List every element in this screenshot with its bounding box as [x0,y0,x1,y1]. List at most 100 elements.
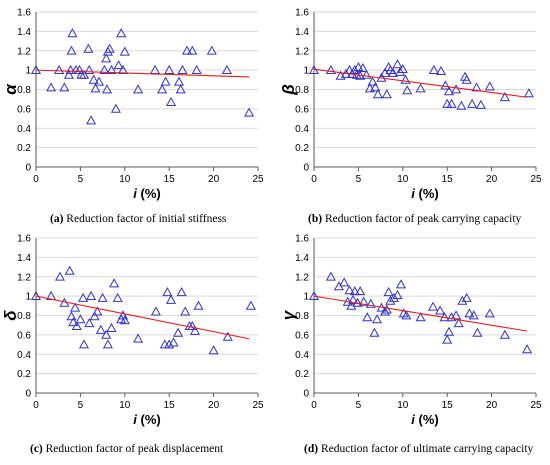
data-point [187,45,198,55]
data-point [221,64,232,74]
data-point [371,314,383,324]
trend-line [35,69,250,78]
data-point [165,294,177,304]
data-point [349,286,360,296]
data-point [65,64,76,74]
caption-d: (d) Reduction factor of ultimate carryin… [304,443,533,455]
scatter-chart-b: 0 0.2 0.4 0.6 0.8 1 1.2 1.4 1.6 0 5 10 15 20 25 i (%) β [279,8,542,202]
data-point [308,290,320,300]
data-point [357,62,368,72]
data-point [435,65,447,75]
y-tick-label: 1.2 [17,272,31,283]
data-point [415,312,426,322]
y-tick-label: 1.2 [295,46,309,57]
data-point [206,45,217,55]
data-point [181,45,193,55]
data-point [353,61,364,72]
data-point [168,337,179,347]
data-point [245,300,256,310]
y-tick-label: 0.6 [295,330,309,341]
data-point [92,306,103,316]
x-tick-label: 20 [486,174,498,185]
data-point [66,311,77,321]
data-point [177,64,188,74]
y-tick-label: 0 [303,163,309,174]
x-tick-label: 10 [397,400,409,411]
data-point [189,325,201,335]
data-point [109,278,120,288]
data-point [484,308,495,318]
y-tick-label: 1.4 [295,27,309,38]
y-tick-label: 0.2 [295,369,309,380]
x-tick-label: 0 [311,400,317,411]
caption-letter: (a) [50,213,64,225]
data-point [164,339,175,349]
x-axis-label: i (%) [411,186,438,201]
data-point [63,69,74,79]
data-point [325,64,336,74]
data-point [395,279,407,289]
y-tick-label: 1.2 [295,272,309,283]
data-point [180,306,191,316]
caption-text: Reduction factor of initial stiffness [63,213,227,225]
data-point [461,292,472,302]
data-point [54,271,66,281]
x-tick-label: 0 [33,174,39,185]
x-axis-label: i (%) [133,412,160,427]
data-point [388,292,399,302]
data-point [364,83,375,93]
x-tick-label: 5 [356,174,362,185]
data-point [86,290,97,300]
y-tick-label: 1.4 [17,27,31,38]
data-point [101,84,113,94]
caption-letter: (d) [304,443,319,455]
data-point [116,28,127,38]
data-point [456,100,467,110]
data-point [106,64,117,74]
data-point [435,305,446,315]
data-point [59,82,70,92]
data-point [453,317,464,328]
caption-a: (a) Reduction factor of initial stiffnes… [50,213,226,225]
data-point [70,302,81,312]
y-tick-label: 0.8 [295,85,309,96]
x-axis-label: i (%) [411,412,438,427]
data-point [367,76,378,86]
data-point [68,317,79,327]
data-point [104,43,115,53]
y-tick-label: 0.2 [17,143,31,154]
data-point [93,76,105,86]
data-point [387,67,399,77]
caption-letter: (c) [30,443,43,455]
x-tick-label: 25 [530,400,542,411]
data-point [78,292,89,302]
data-point [157,84,168,94]
caption-c: (c) Reduction factor of peak displacemen… [30,443,223,455]
data-point [78,339,90,349]
data-point [392,289,403,299]
y-tick-label: 1.2 [17,46,31,57]
data-point [112,292,123,302]
y-tick-label: 1 [25,66,31,77]
data-point [97,292,108,302]
data-point [370,82,381,92]
data-point [400,74,411,84]
data-point [348,294,359,304]
data-point [164,64,175,74]
data-point [446,98,457,108]
data-point [117,64,129,74]
caption-text: Reduction factor of ultimate carrying ca… [318,443,534,455]
data-point [385,295,396,305]
y-tick-label: 0 [25,389,31,400]
data-point [30,290,42,300]
data-point [159,339,170,349]
caption-text: Reduction factor of peak carrying capaci… [322,213,522,225]
data-point [193,300,204,310]
y-axis-label: δ [1,310,20,321]
x-tick-label: 25 [252,400,264,411]
data-point [75,314,86,324]
data-point [89,311,100,321]
x-tick-label: 0 [33,400,39,411]
data-point [475,99,486,109]
x-tick-label: 5 [78,400,84,411]
